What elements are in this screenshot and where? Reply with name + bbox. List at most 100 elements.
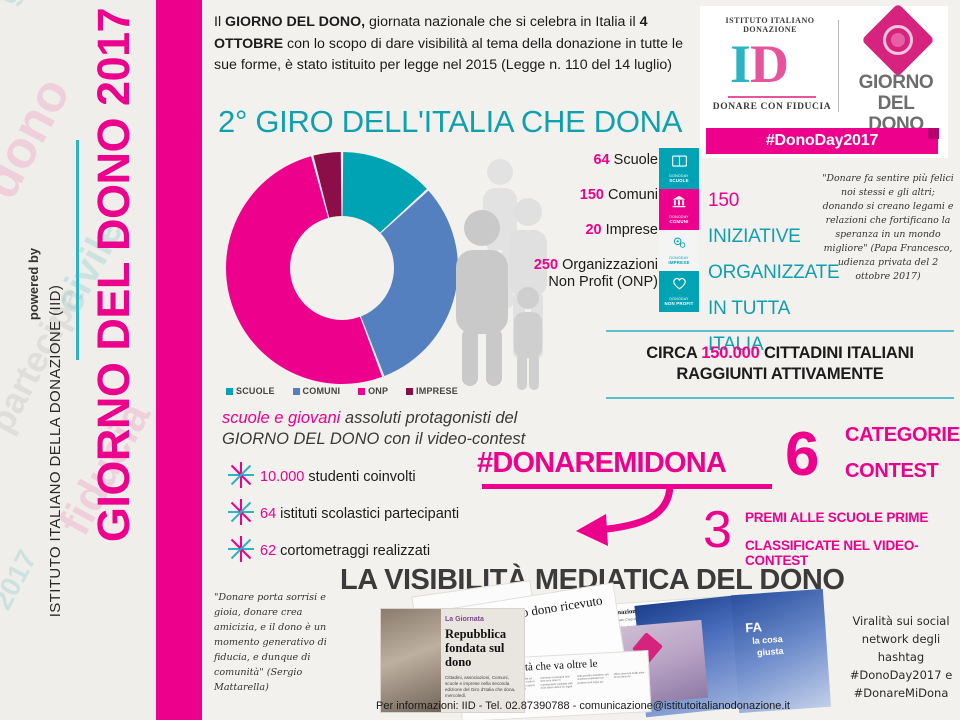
badge-top-label: DONODAY bbox=[669, 174, 689, 178]
bullet-row: 62 cortometraggi realizzati bbox=[226, 532, 516, 569]
tv-label-fa: FA bbox=[744, 619, 763, 636]
hashtag-donaremidona: #DONAREMIDONA bbox=[477, 447, 727, 479]
intro-part2: giornata nazionale che si celebra in Ita… bbox=[365, 14, 640, 30]
iid-rule bbox=[728, 96, 816, 98]
stats-list: 64 Scuole 150 Comuni 20 Imprese 250 Organiz… bbox=[490, 152, 658, 292]
diamond-icon bbox=[861, 3, 935, 77]
six-number: 6 bbox=[785, 420, 820, 489]
title-divider bbox=[76, 140, 79, 360]
bullet-text: 10.000 studenti coinvolti bbox=[260, 468, 416, 485]
gdd-line1: GIORNO bbox=[858, 72, 934, 93]
stat-row-imprese: 20 Imprese bbox=[490, 222, 658, 257]
bullet-row: 64 istituti scolastici partecipanti bbox=[226, 495, 516, 532]
legend-label: IMPRESE bbox=[416, 386, 458, 396]
footer-contact: Per informazioni: IID - Tel. 02.87390788… bbox=[376, 700, 790, 712]
curved-arrow-icon bbox=[576, 483, 674, 546]
tv-label-giusta: giusta bbox=[756, 645, 784, 658]
banner-fold-corner bbox=[928, 128, 939, 139]
bullet-number: 62 bbox=[260, 542, 277, 559]
three-label-line2: CLASSIFICATE NEL VIDEO-CONTEST bbox=[745, 538, 919, 568]
bullet-star-icon bbox=[226, 534, 260, 568]
iid-arc-text: ISTITUTO ITALIANO DONAZIONE bbox=[725, 16, 815, 34]
repubblica-kicker: La Giornata bbox=[445, 616, 484, 623]
circa-text: CIRCA 150.000 CITTADINI ITALIANI RAGGIUN… bbox=[606, 332, 954, 397]
donut-hole bbox=[290, 216, 394, 320]
badge-label: SCUOLE bbox=[669, 178, 689, 183]
heart-icon bbox=[672, 277, 687, 295]
circa-pre: CIRCA bbox=[646, 344, 702, 362]
page-title: GIORNO DEL DONO 2017 bbox=[88, 7, 139, 543]
six-label-contest: CONTEST bbox=[845, 460, 939, 482]
scuole-giovani-line2: GIORNO DEL DONO con il video-contest bbox=[222, 430, 526, 448]
people-silhouettes bbox=[452, 150, 572, 390]
legend-label: ONP bbox=[368, 386, 389, 396]
donut-slice-comuni bbox=[342, 190, 458, 376]
six-label-categorie: CATEGORIE bbox=[845, 424, 960, 446]
circa-banner: CIRCA 150.000 CITTADINI ITALIANI RAGGIUN… bbox=[606, 330, 954, 399]
iniziative-line2: ORGANIZZATE bbox=[708, 262, 840, 283]
repubblica-title: Repubblica fondata sul dono bbox=[445, 627, 507, 669]
iid-logo: ISTITUTO ITALIANO DONAZIONE ID DONARE CO… bbox=[708, 14, 832, 122]
iid-letter-i: I bbox=[730, 34, 751, 94]
legend-item-imprese: IMPRESE bbox=[406, 386, 458, 396]
book-icon bbox=[671, 154, 687, 172]
legend-swatch bbox=[406, 387, 414, 395]
stat-row-comuni: 150 Comuni bbox=[490, 187, 658, 222]
three-label-line1: PREMI ALLE SCUOLE PRIME bbox=[745, 510, 929, 525]
donoday-hashtag-banner: #DonoDay2017 bbox=[706, 128, 939, 154]
badge-scuole[interactable]: DONODAY SCUOLE bbox=[659, 148, 699, 189]
stat-number: 64 bbox=[593, 152, 610, 168]
intro-bold-giorno: GIORNO DEL DONO, bbox=[225, 14, 366, 30]
building-icon bbox=[672, 195, 686, 213]
scuole-giovani-text: scuole e giovani assoluti protagonisti d… bbox=[222, 408, 552, 450]
logo-divider bbox=[838, 20, 839, 112]
chart-legend: SCUOLE COMUNI ONP IMPRESE bbox=[226, 386, 458, 396]
legend-item-comuni: COMUNI bbox=[292, 386, 341, 396]
three-number: 3 bbox=[703, 501, 732, 559]
iid-letter-d: D bbox=[750, 34, 789, 94]
badge-comuni[interactable]: DONODAY COMUNI bbox=[659, 189, 699, 230]
legend-label: SCUOLE bbox=[236, 386, 275, 396]
asterisk-icon bbox=[228, 461, 254, 488]
clipping-tv-photo-2: FA la cosa giusta bbox=[730, 588, 832, 714]
badge-label: IMPRESE bbox=[668, 260, 690, 265]
stat-label-2: Non Profit (ONP) bbox=[548, 274, 658, 290]
giorno-del-dono-logo: GIORNO DEL DONO bbox=[848, 3, 944, 135]
circa-post: CITTADINI ITALIANI bbox=[759, 344, 914, 362]
stat-number: 250 bbox=[533, 257, 559, 273]
bullet-number: 64 bbox=[260, 505, 277, 522]
stat-label: Organizzazioni bbox=[562, 257, 658, 273]
legend-swatch bbox=[292, 387, 300, 395]
bullet-text: 64 istituti scolastici partecipanti bbox=[260, 505, 460, 522]
bullet-list: 10.000 studenti coinvolti 64 istituti sco… bbox=[226, 458, 516, 569]
legend-item-onp: ONP bbox=[358, 386, 388, 396]
iniziative-word: INIZIATIVE bbox=[708, 226, 801, 247]
left-sidebar: giornodeldono la carta etica dono civile… bbox=[0, 0, 156, 720]
legend-label: COMUNI bbox=[302, 386, 341, 396]
badge-label: NON PROFIT bbox=[664, 301, 694, 306]
stat-label: Imprese bbox=[605, 222, 658, 238]
gdd-logo-text: GIORNO DEL DONO bbox=[848, 72, 944, 135]
intro-part1: Il bbox=[214, 14, 226, 30]
stat-label: Scuole bbox=[613, 152, 658, 168]
asterisk-icon bbox=[228, 498, 254, 525]
logo-block: ISTITUTO ITALIANO DONAZIONE ID DONARE CO… bbox=[700, 3, 948, 158]
stat-row-organizzazioni: 250 Organizzazioni Non Profit (ONP) bbox=[490, 257, 658, 292]
badge-non-profit[interactable]: DONODAY NON PROFIT bbox=[659, 271, 699, 312]
section-title-giro: 2° GIRO DELL'ITALIA CHE DONA bbox=[218, 104, 683, 139]
badge-top-label: DONODAY bbox=[669, 215, 689, 219]
scuole-giovani-rest: assoluti protagonisti del bbox=[340, 409, 518, 427]
badge-imprese[interactable]: DONODAY IMPRESE bbox=[659, 230, 699, 271]
iniziative-block: 150 INIZIATIVE ORGANIZZATE IN TUTTA ITAL… bbox=[708, 183, 840, 363]
circa-bottom-rule bbox=[606, 397, 954, 399]
donut-chart bbox=[225, 152, 458, 384]
circa-top-rule bbox=[606, 330, 954, 332]
gears-icon bbox=[672, 236, 687, 254]
repubblica-photo bbox=[381, 609, 441, 712]
mattarella-quote: "Donare porta sorrisi e gioia, donare cr… bbox=[214, 592, 327, 693]
tv-label-lacosa: la cosa bbox=[751, 633, 784, 646]
badge-label: COMUNI bbox=[669, 219, 689, 224]
legend-swatch bbox=[358, 387, 366, 395]
stat-number: 150 bbox=[579, 187, 604, 203]
